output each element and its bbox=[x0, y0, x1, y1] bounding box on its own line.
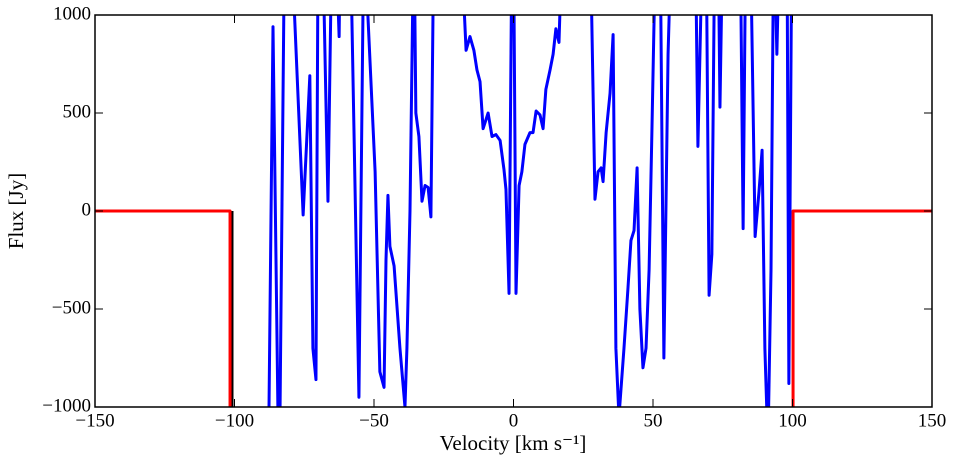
data-line bbox=[95, 209, 232, 407]
x-tick-label: 0 bbox=[509, 410, 519, 431]
y-tick-label: −1000 bbox=[42, 395, 91, 416]
data-line bbox=[791, 209, 932, 407]
x-tick-label: −100 bbox=[215, 410, 254, 431]
x-tick-label: 150 bbox=[918, 410, 947, 431]
x-tick-label: −50 bbox=[359, 410, 389, 431]
y-tick-label: 0 bbox=[82, 199, 92, 220]
x-tick-label: 50 bbox=[644, 410, 663, 431]
x-tick-label: −150 bbox=[75, 410, 114, 431]
plot-area bbox=[95, 15, 932, 407]
y-tick-label: 500 bbox=[63, 101, 92, 122]
x-axis-label: Velocity [km s⁻¹] bbox=[440, 431, 587, 455]
y-axis-label: Flux [Jy] bbox=[4, 173, 28, 249]
y-tick-label: 1000 bbox=[53, 3, 91, 24]
y-tick-label: −500 bbox=[52, 297, 91, 318]
data-line bbox=[267, 15, 793, 407]
x-tick-label: 100 bbox=[778, 410, 807, 431]
